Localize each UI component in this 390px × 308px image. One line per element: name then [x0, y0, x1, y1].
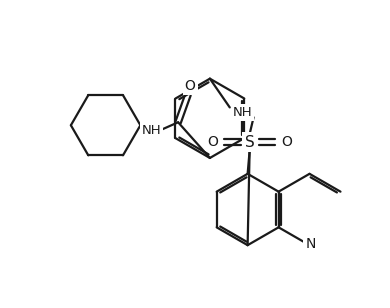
Text: S: S [245, 135, 255, 150]
Text: O: O [207, 135, 218, 149]
Text: O: O [184, 79, 195, 93]
Text: NH: NH [233, 106, 252, 119]
Text: NH: NH [142, 124, 161, 137]
Text: O: O [281, 135, 292, 149]
Text: N: N [305, 237, 316, 251]
